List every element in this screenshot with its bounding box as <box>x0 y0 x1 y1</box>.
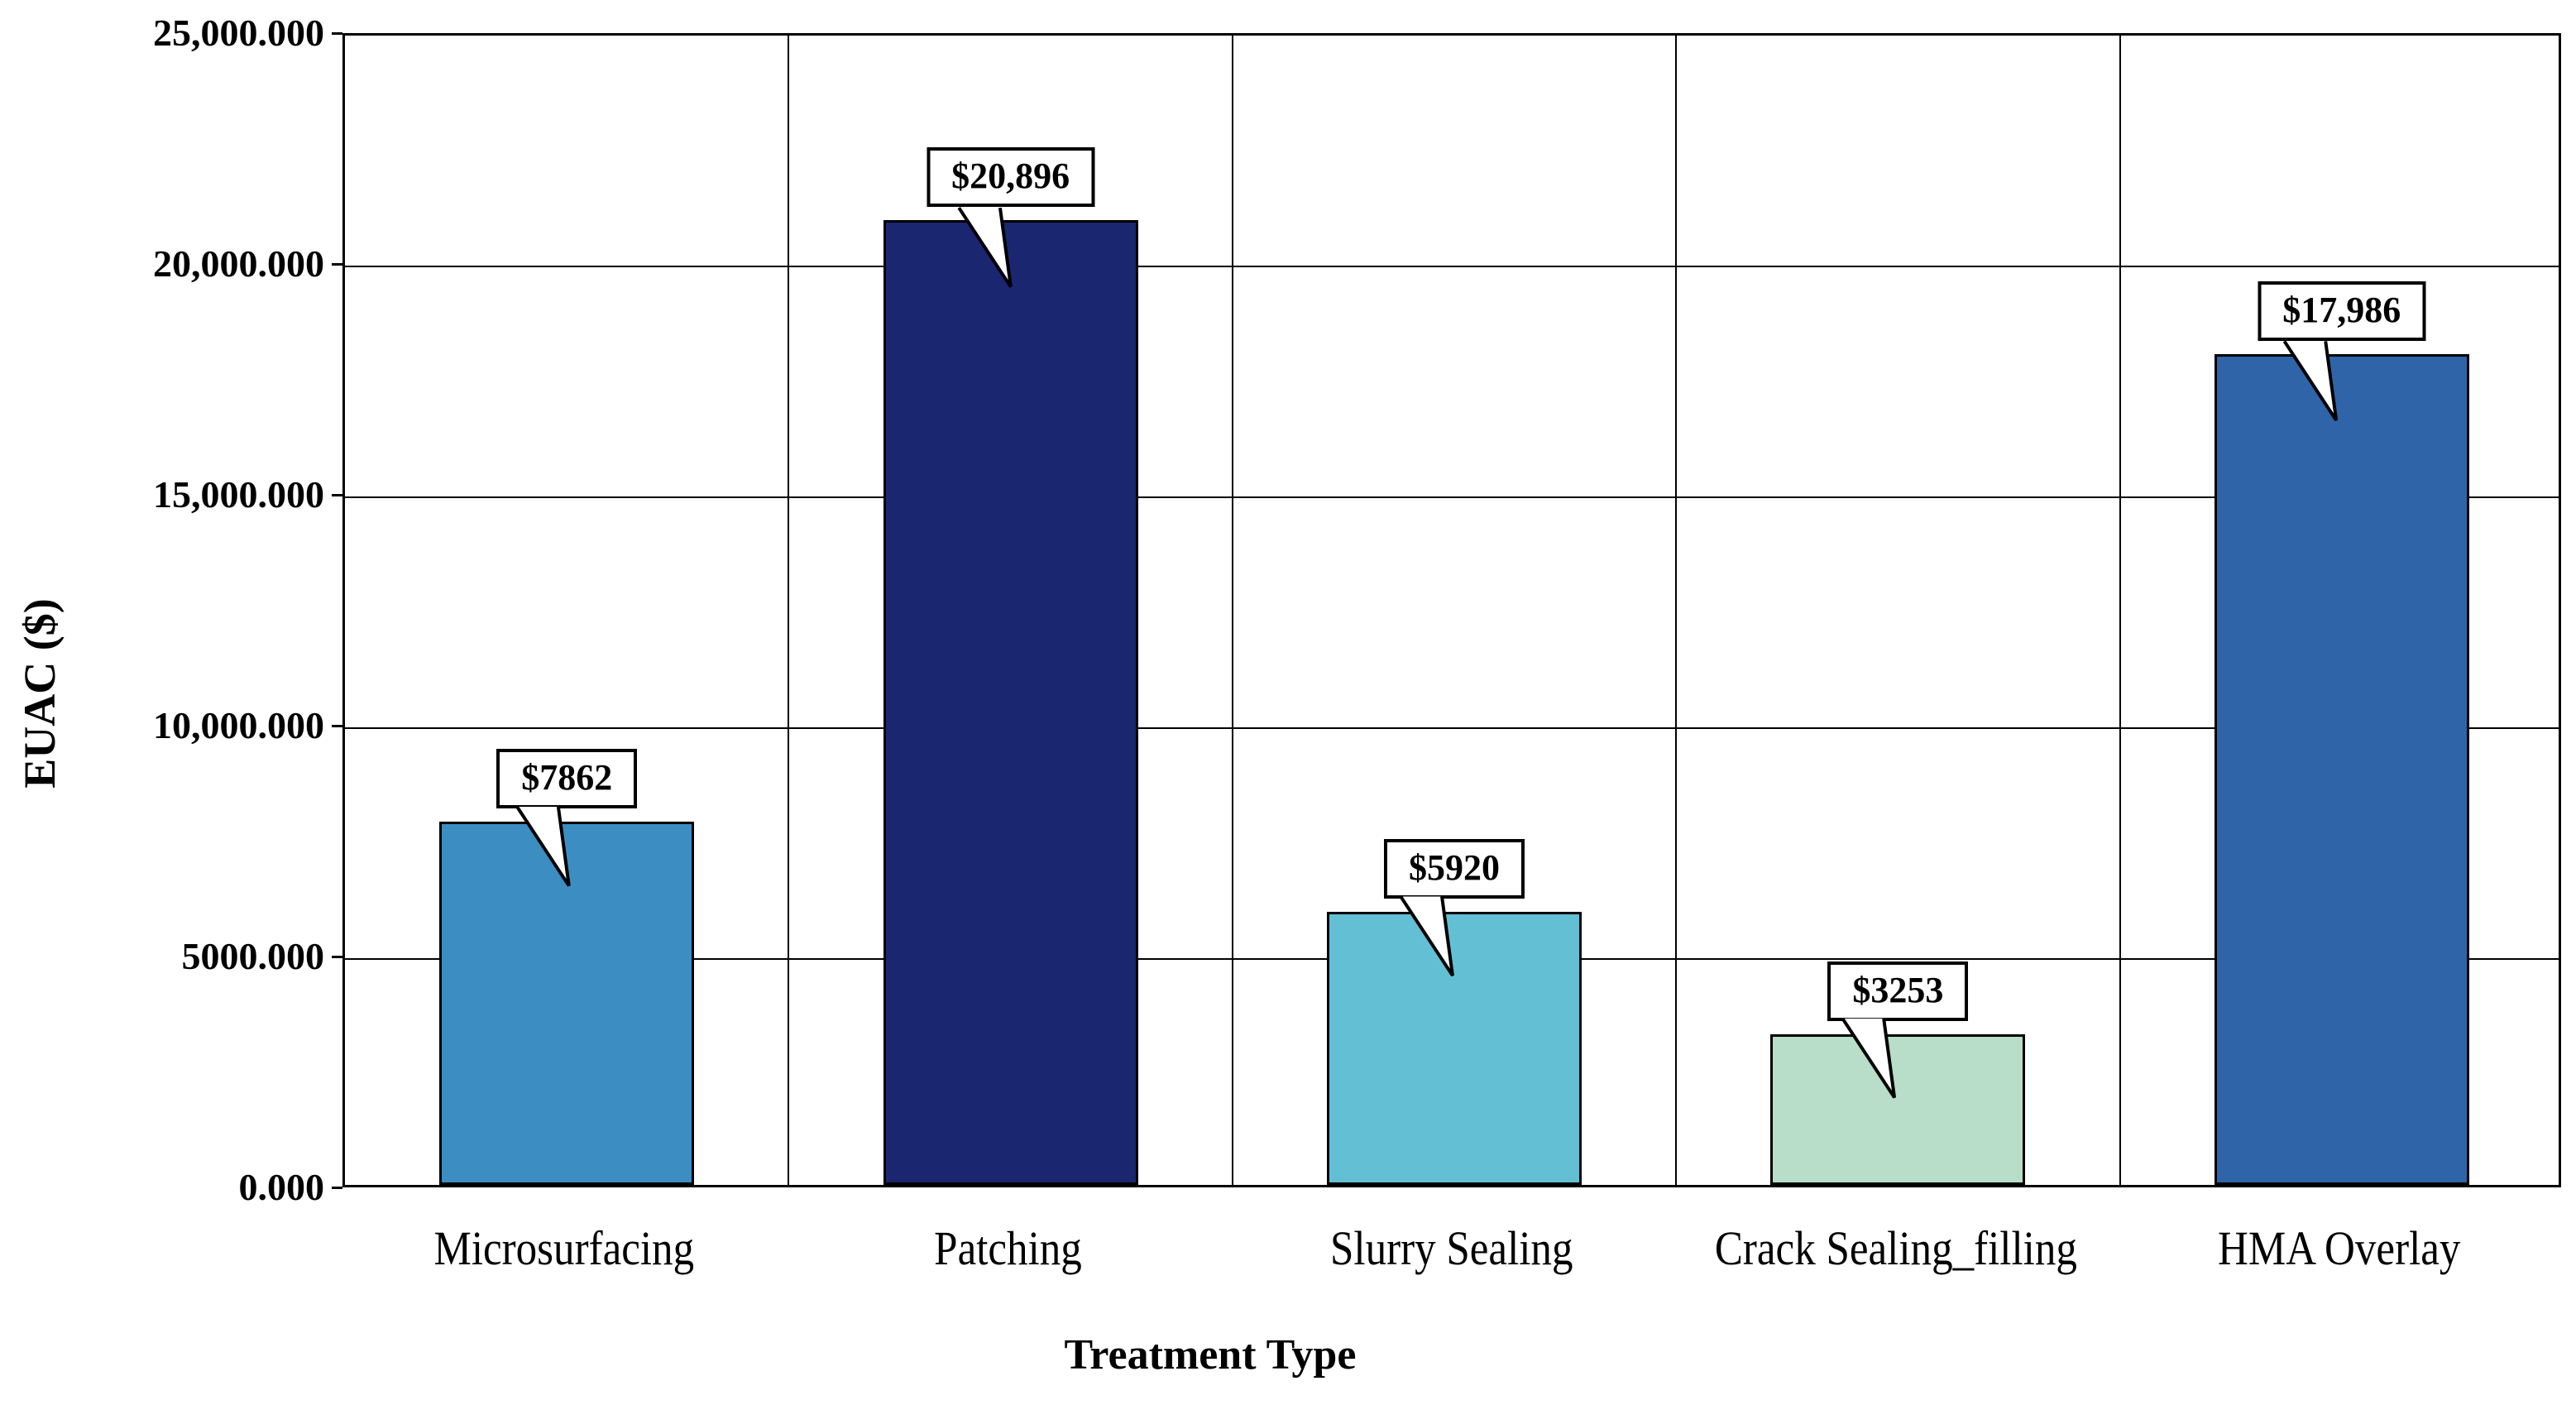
bar-microsurfacing <box>439 822 695 1185</box>
bar-hma-overlay <box>2214 354 2469 1185</box>
gridline-vertical <box>2119 36 2121 1185</box>
gridline-horizontal <box>345 266 2559 267</box>
x-axis-category-label: Slurry Sealing <box>1162 1223 1741 1274</box>
y-axis-tick-label: 0.000 <box>238 1166 325 1208</box>
y-axis-title: EUAC ($) <box>15 598 65 789</box>
y-axis-tick-label: 25,000.000 <box>153 12 324 54</box>
data-label-callout: $20,896 <box>926 147 1095 207</box>
x-axis-category-label: Microsurfacing <box>275 1223 854 1274</box>
x-axis-category-text: Crack Sealing_filling <box>1714 1221 2077 1275</box>
x-axis-category-label: Patching <box>719 1223 1298 1274</box>
gridline-horizontal <box>345 496 2559 498</box>
gridline-horizontal <box>345 727 2559 729</box>
gridline-vertical <box>788 36 790 1185</box>
x-axis-category-text: HMA Overlay <box>2218 1221 2461 1275</box>
x-axis-category-text: Patching <box>934 1221 1082 1275</box>
x-axis-category-text: Slurry Sealing <box>1330 1221 1573 1275</box>
data-label-callout: $5920 <box>1384 839 1525 899</box>
data-label-callout: $7862 <box>496 749 638 808</box>
y-axis-tick-label: 15,000.000 <box>153 473 324 515</box>
gridline-vertical <box>1675 36 1678 1185</box>
data-label-callout: $17,986 <box>2258 281 2426 341</box>
y-axis-tick <box>332 263 342 266</box>
y-axis-tick <box>332 725 342 727</box>
bar-crack-sealing-filling <box>1770 1034 2026 1185</box>
data-label-callout: $3253 <box>1827 961 1969 1021</box>
y-axis-tick <box>332 956 342 958</box>
y-axis-tick-label: 5000.000 <box>181 935 325 977</box>
y-axis-tick-label: 10,000.000 <box>153 704 324 746</box>
bar-patching <box>883 220 1138 1185</box>
x-axis-category-label: HMA Overlay <box>2050 1223 2576 1274</box>
x-axis-title: Treatment Type <box>1064 1331 1357 1379</box>
y-axis-tick <box>332 32 342 35</box>
x-axis-category-label: Crack Sealing_filling <box>1606 1223 2185 1274</box>
plot-area: $7862 $20,896 $5920 $3253 $17,986 <box>342 33 2561 1187</box>
x-axis-category-text: Microsurfacing <box>433 1221 695 1275</box>
gridline-vertical <box>1231 36 1233 1185</box>
y-axis-tick-label: 20,000.000 <box>153 242 324 285</box>
y-axis-tick <box>332 494 342 496</box>
y-axis-tick <box>332 1187 342 1189</box>
bar-slurry-sealing <box>1327 912 1582 1185</box>
